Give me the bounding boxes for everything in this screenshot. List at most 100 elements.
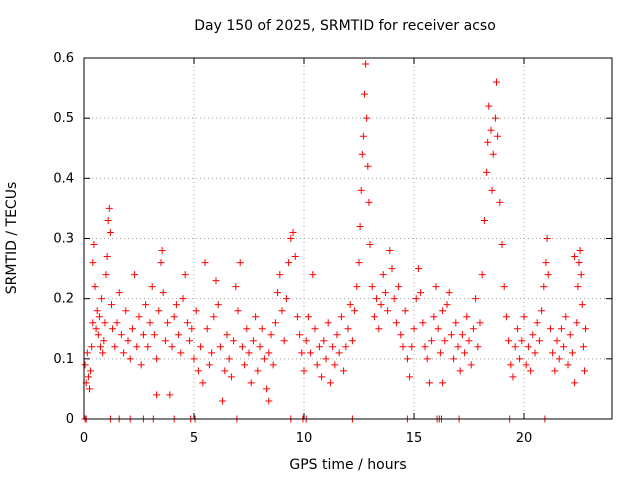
- data-point: [175, 331, 183, 339]
- y-tick-label: 0.2: [53, 292, 74, 307]
- data-point: [88, 343, 96, 351]
- data-point: [94, 331, 102, 339]
- data-point: [533, 319, 541, 327]
- data-point: [98, 295, 106, 303]
- data-point: [346, 301, 354, 309]
- data-point: [219, 397, 227, 405]
- data-point: [507, 361, 515, 369]
- data-point: [472, 295, 480, 303]
- data-point: [120, 349, 128, 357]
- data-point: [496, 198, 504, 206]
- data-point: [419, 319, 427, 327]
- y-tick-label: 0.5: [53, 111, 74, 126]
- data-point: [337, 313, 345, 321]
- data-point: [188, 325, 196, 333]
- data-point: [373, 295, 381, 303]
- data-point: [423, 355, 431, 363]
- x-tick-label: 0: [80, 431, 88, 446]
- data-point: [203, 325, 211, 333]
- data-point: [153, 391, 161, 399]
- data-point: [232, 283, 240, 291]
- data-point: [263, 385, 271, 393]
- data-point: [230, 337, 238, 345]
- data-point: [168, 343, 176, 351]
- y-tick-label: 0.1: [53, 352, 74, 367]
- data-point: [375, 325, 383, 333]
- data-point: [543, 235, 551, 242]
- data-point: [267, 331, 275, 339]
- data-point: [581, 367, 588, 375]
- data-point: [104, 216, 112, 224]
- data-point: [461, 349, 469, 357]
- data-point: [208, 349, 216, 357]
- data-point: [359, 132, 367, 140]
- y-tick-label: 0.4: [53, 171, 74, 186]
- data-point: [417, 289, 425, 297]
- data-point: [256, 343, 264, 351]
- data-point: [529, 331, 537, 339]
- data-point: [247, 379, 255, 387]
- data-point: [574, 283, 582, 291]
- data-point: [395, 283, 403, 291]
- data-point: [454, 343, 462, 351]
- data-point: [170, 313, 178, 321]
- data-point: [92, 325, 100, 333]
- x-tick-label: 15: [406, 431, 423, 446]
- data-point: [566, 331, 574, 339]
- x-tick-label: 10: [296, 431, 313, 446]
- data-point: [124, 337, 132, 345]
- data-point: [285, 259, 293, 267]
- data-point: [452, 319, 460, 327]
- data-point: [214, 301, 222, 309]
- data-point: [441, 337, 449, 345]
- data-point: [348, 337, 356, 345]
- data-point: [103, 253, 111, 261]
- data-point: [153, 355, 161, 363]
- data-point: [560, 343, 568, 351]
- data-point: [298, 349, 306, 357]
- data-point: [480, 216, 488, 224]
- data-point: [108, 301, 115, 309]
- data-point: [150, 331, 158, 339]
- data-point: [579, 343, 587, 351]
- data-point: [87, 367, 95, 375]
- data-point: [280, 337, 288, 345]
- data-point: [355, 259, 363, 267]
- data-point: [109, 325, 117, 333]
- data-point: [487, 126, 495, 134]
- data-point: [194, 367, 202, 375]
- x-tick-label: 20: [516, 431, 533, 446]
- data-point: [172, 301, 180, 309]
- data-point: [269, 361, 277, 369]
- data-point: [181, 271, 189, 279]
- data-point: [329, 343, 337, 351]
- data-point: [296, 331, 304, 339]
- data-point: [361, 90, 368, 98]
- data-point: [484, 138, 492, 146]
- data-point: [555, 355, 563, 363]
- data-point: [278, 307, 286, 315]
- data-point: [101, 319, 109, 327]
- data-point: [302, 337, 310, 345]
- data-point: [212, 277, 220, 285]
- data-point: [500, 283, 508, 291]
- data-point: [463, 313, 471, 321]
- data-point: [488, 186, 496, 194]
- data-point: [491, 114, 499, 122]
- data-point: [342, 343, 350, 351]
- data-point: [227, 373, 235, 381]
- data-point: [289, 228, 297, 236]
- data-point: [493, 78, 500, 86]
- data-point: [564, 361, 572, 369]
- data-point: [540, 283, 548, 291]
- data-point: [161, 337, 169, 345]
- data-point: [425, 379, 433, 387]
- data-points: [81, 60, 590, 423]
- data-point: [379, 271, 387, 279]
- data-point: [351, 307, 359, 315]
- data-point: [524, 343, 532, 351]
- data-point: [483, 168, 491, 176]
- data-point: [520, 313, 528, 321]
- data-point: [304, 313, 312, 321]
- data-point: [439, 307, 447, 315]
